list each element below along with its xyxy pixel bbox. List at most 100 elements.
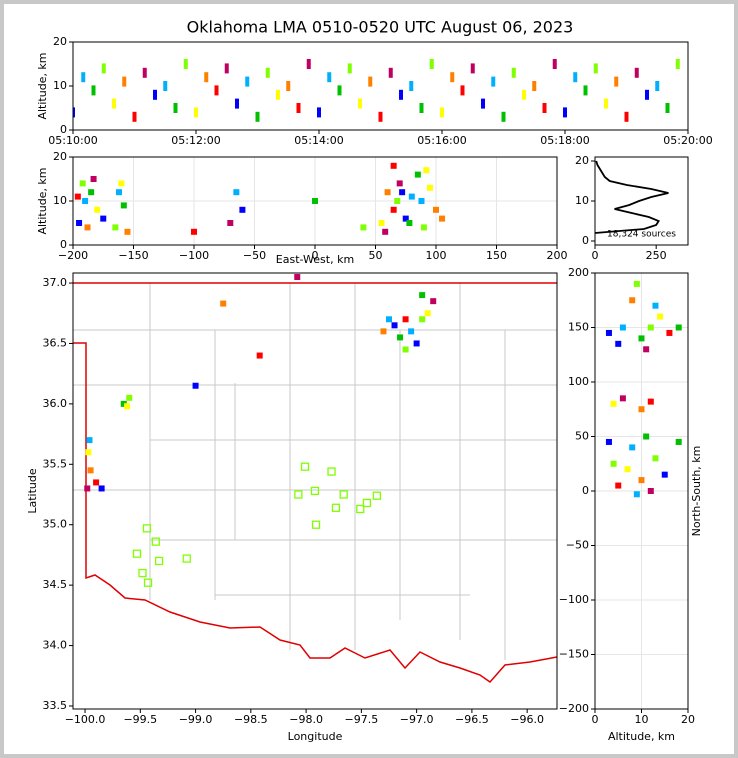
- x-tick-label: −50: [243, 249, 266, 262]
- y-tick-label: 35.5: [43, 457, 68, 470]
- figure-background: [4, 4, 734, 754]
- source-point: [79, 180, 86, 187]
- y-tick-label: −50: [566, 539, 589, 552]
- source-point: [286, 81, 291, 91]
- source-point: [450, 72, 455, 83]
- x-tick-label: 05:12:00: [171, 134, 220, 147]
- marks: [84, 273, 437, 587]
- source-point: [583, 85, 588, 96]
- source-point: [255, 111, 260, 122]
- panel: 0 250 0 10 20 18,324 sources: [575, 154, 689, 262]
- x-tick-label: 05:10:00: [48, 134, 97, 147]
- state-border: [73, 282, 558, 683]
- source-point: [593, 63, 598, 74]
- x-axis-label: East-West, km: [276, 253, 354, 266]
- source-point: [100, 215, 107, 222]
- source-point: [563, 107, 567, 118]
- source-point: [604, 98, 608, 109]
- source-point: [142, 67, 147, 78]
- source-point: [118, 180, 125, 187]
- source-point: [91, 85, 96, 96]
- station: [143, 578, 153, 587]
- source-point: [665, 103, 670, 113]
- source-point: [233, 189, 240, 196]
- source-point: [396, 180, 403, 187]
- x-tick-label: 0: [592, 713, 599, 726]
- x-tick-label: 20: [681, 713, 695, 726]
- source-point: [276, 89, 280, 100]
- source-point: [173, 103, 178, 113]
- x-tick-label: 0: [312, 249, 319, 262]
- y-tick-label: 37.0: [43, 276, 68, 289]
- source-point: [153, 89, 157, 100]
- y-tick-label: 35.0: [43, 518, 68, 531]
- source-point: [629, 444, 636, 451]
- source-point: [391, 322, 398, 329]
- y-tick-label: −150: [559, 648, 589, 661]
- source-point: [439, 215, 446, 222]
- source-point: [390, 206, 397, 213]
- source-point: [115, 189, 122, 196]
- source-point: [84, 224, 91, 231]
- y-tick-label: 10: [575, 194, 589, 207]
- source-point: [358, 98, 362, 109]
- source-point: [312, 198, 318, 204]
- station: [294, 490, 303, 499]
- source-point: [378, 220, 385, 226]
- source-point: [294, 273, 301, 280]
- source-point: [265, 67, 270, 78]
- x-tick-label: −99.0: [179, 713, 213, 726]
- panel-frame: [72, 272, 558, 710]
- x-tick-label: −97.0: [400, 713, 434, 726]
- source-point: [532, 81, 537, 91]
- source-point: [380, 328, 387, 335]
- panel-frame: [72, 156, 558, 246]
- source-point: [418, 198, 425, 204]
- x-tick-label: 05:16:00: [417, 134, 466, 147]
- station: [151, 537, 160, 546]
- source-point: [98, 485, 105, 492]
- panel-frame: [594, 272, 689, 710]
- y-tick-label: 20: [53, 35, 67, 48]
- source-point: [633, 491, 640, 498]
- source-point: [90, 176, 97, 182]
- source-point: [643, 346, 650, 353]
- source-point: [204, 72, 209, 83]
- source-point: [239, 206, 246, 213]
- x-tick-label: −96.5: [455, 713, 489, 726]
- source-point: [419, 292, 426, 299]
- source-point: [394, 198, 401, 204]
- source-point: [624, 466, 631, 473]
- source-point: [306, 59, 311, 69]
- station: [154, 556, 164, 566]
- source-point: [652, 455, 659, 462]
- source-point: [368, 76, 373, 87]
- y-tick-label: 50: [575, 430, 589, 443]
- y-tick-label: 10: [53, 79, 67, 92]
- source-point: [638, 335, 645, 342]
- panel: −100.0 −99.5 −99.0 −98.5 −98.0 −97.5 −97.0 −96.…: [26, 272, 558, 743]
- y-tick-label: 33.5: [43, 699, 68, 712]
- source-point: [122, 76, 127, 87]
- x-tick-label: 200: [547, 249, 568, 262]
- source-point: [481, 98, 485, 109]
- panel-frame: [72, 41, 689, 131]
- source-point: [491, 76, 496, 87]
- source-point: [382, 228, 389, 235]
- panel: 0 10 20 −200 −150 −100 −50 0 50 100 150 200 Altitude…: [559, 266, 703, 743]
- source-point: [408, 193, 415, 200]
- y-axis-label: North-South, km: [690, 446, 703, 537]
- source-point: [87, 467, 94, 474]
- y-tick-label: 34.5: [43, 578, 68, 591]
- source-point: [384, 189, 391, 196]
- station: [300, 462, 310, 471]
- source-point: [522, 89, 526, 100]
- x-tick-label: 100: [426, 249, 447, 262]
- source-point: [120, 202, 127, 209]
- x-axis-label: Altitude, km: [608, 730, 675, 743]
- source-point: [86, 437, 93, 444]
- source-point: [634, 67, 639, 78]
- x-tick-label: −96.0: [510, 713, 544, 726]
- source-point: [647, 324, 654, 331]
